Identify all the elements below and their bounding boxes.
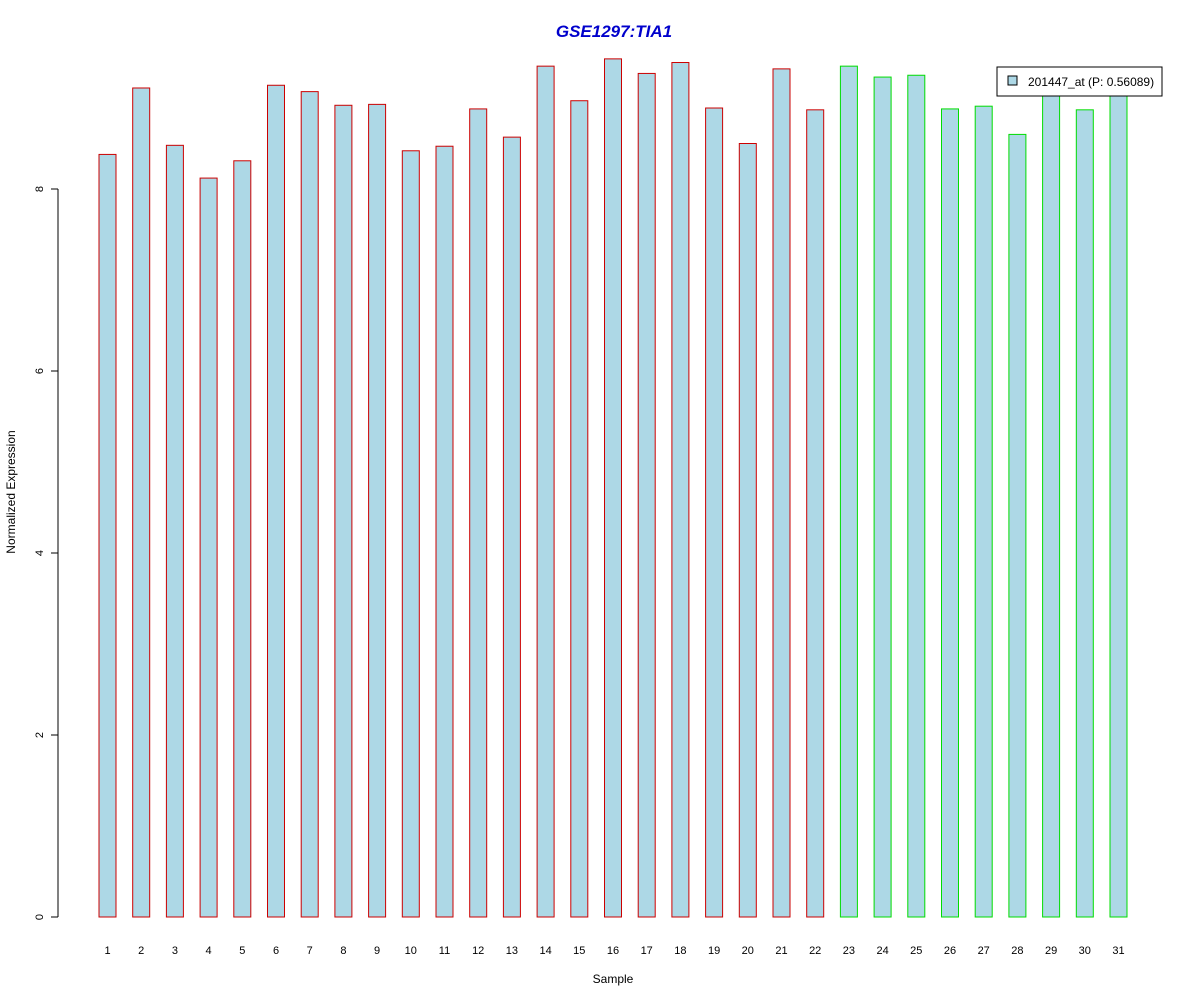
x-tick-label: 10 xyxy=(405,945,417,957)
x-tick-label: 16 xyxy=(607,945,619,957)
legend-box xyxy=(996,66,1163,97)
bar-sample-18 xyxy=(671,62,690,918)
x-tick-label: 4 xyxy=(206,945,212,957)
legend: 201447_at (P: 0.56089) xyxy=(996,66,1163,97)
x-tick-label: 24 xyxy=(876,945,888,957)
bar-sample-17 xyxy=(637,72,656,918)
x-tick-label: 11 xyxy=(439,945,450,957)
x-tick-label: 3 xyxy=(172,945,178,957)
bar-sample-10 xyxy=(401,150,420,918)
x-tick-label: 27 xyxy=(978,945,990,957)
bar-sample-12 xyxy=(469,108,488,918)
y-tick-label: 8 xyxy=(34,186,46,192)
x-axis-title: Sample xyxy=(593,972,634,986)
x-tick-label: 29 xyxy=(1045,945,1057,957)
y-tick-label: 4 xyxy=(34,550,46,556)
x-tick-label: 9 xyxy=(374,945,380,957)
bar-sample-14 xyxy=(536,65,555,918)
x-tick-label: 14 xyxy=(539,945,551,957)
bar-sample-27 xyxy=(974,105,993,918)
bar-sample-20 xyxy=(738,143,757,918)
x-tick-label: 13 xyxy=(506,945,518,957)
y-axis-title: Normalized Expression xyxy=(4,430,18,553)
bar-sample-24 xyxy=(873,76,892,918)
bar-sample-3 xyxy=(165,144,184,918)
bar-sample-2 xyxy=(132,87,151,918)
y-axis: 0 2 4 6 8 xyxy=(34,186,59,920)
bar-sample-13 xyxy=(502,136,521,918)
bar-sample-26 xyxy=(941,108,959,918)
bar-sample-5 xyxy=(233,160,252,918)
bar-sample-21 xyxy=(772,68,791,918)
bar-sample-6 xyxy=(267,84,285,918)
x-tick-label: 1 xyxy=(104,945,110,957)
x-tick-label: 26 xyxy=(944,945,956,957)
x-tick-labels: 1 2 3 4 5 6 7 8 9 10 11 12 13 14 15 16 17 18 19 20 21 22 23 24 2… xyxy=(104,945,1124,957)
x-tick-label: 28 xyxy=(1011,945,1023,957)
bar-sample-31 xyxy=(1109,90,1128,918)
bar-sample-28 xyxy=(1008,133,1027,918)
x-tick-label: 30 xyxy=(1079,945,1091,957)
legend-swatch xyxy=(1007,75,1018,86)
bar-sample-15 xyxy=(570,100,589,918)
bar-sample-29 xyxy=(1042,90,1061,918)
y-tick-label: 6 xyxy=(34,368,46,374)
chart-title: GSE1297:TIA1 xyxy=(556,22,672,41)
bar-sample-22 xyxy=(806,109,825,918)
bar-sample-30 xyxy=(1075,109,1094,918)
y-tick-label: 0 xyxy=(34,914,46,920)
x-tick-label: 6 xyxy=(273,945,279,957)
x-tick-label: 7 xyxy=(307,945,313,957)
x-tick-label: 21 xyxy=(775,945,787,957)
x-tick-label: 22 xyxy=(809,945,821,957)
x-tick-label: 25 xyxy=(910,945,922,957)
bar-sample-1 xyxy=(98,153,117,918)
bar-sample-16 xyxy=(604,58,622,918)
bar-sample-8 xyxy=(334,104,353,918)
x-tick-label: 8 xyxy=(340,945,346,957)
x-tick-label: 31 xyxy=(1112,945,1124,957)
bars xyxy=(98,58,1128,918)
x-tick-label: 15 xyxy=(573,945,585,957)
x-tick-label: 18 xyxy=(674,945,686,957)
x-tick-label: 17 xyxy=(641,945,653,957)
bar-sample-9 xyxy=(368,103,387,918)
x-tick-label: 23 xyxy=(843,945,855,957)
x-tick-label: 19 xyxy=(708,945,720,957)
bar-sample-11 xyxy=(435,145,454,918)
bar-sample-23 xyxy=(839,65,858,918)
x-tick-label: 2 xyxy=(138,945,144,957)
bar-sample-7 xyxy=(300,91,319,918)
bar-sample-19 xyxy=(705,107,724,918)
x-tick-label: 5 xyxy=(239,945,245,957)
y-tick-label: 2 xyxy=(34,732,46,738)
x-tick-label: 12 xyxy=(472,945,484,957)
x-tick-label: 20 xyxy=(742,945,754,957)
bar-sample-4 xyxy=(199,177,218,918)
bar-sample-25 xyxy=(907,74,926,918)
legend-label: 201447_at (P: 0.56089) xyxy=(1028,75,1154,89)
